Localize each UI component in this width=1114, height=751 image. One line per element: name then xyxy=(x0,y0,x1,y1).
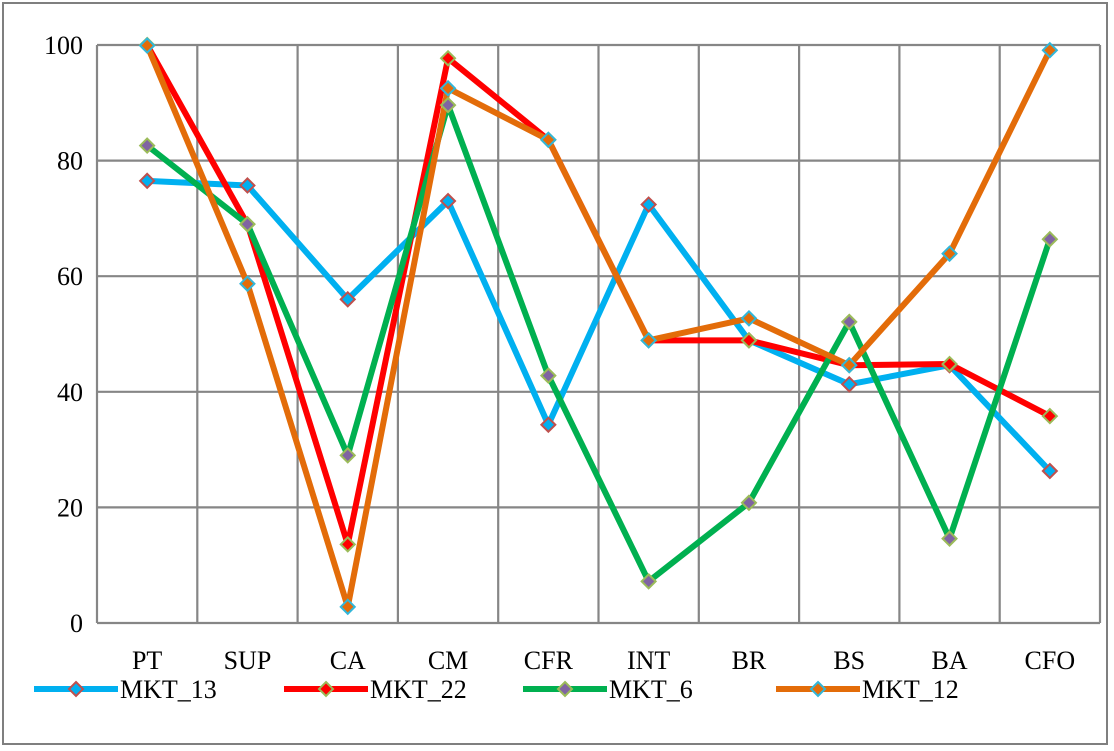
y-tick-label: 80 xyxy=(57,147,83,176)
x-tick-label: BR xyxy=(732,646,767,675)
data-point-marker xyxy=(941,355,958,373)
x-tick-label: INT xyxy=(627,646,670,675)
y-tick-label: 100 xyxy=(44,31,83,60)
data-point-marker xyxy=(1041,462,1059,480)
data-point-marker xyxy=(840,356,858,374)
legend-label: MKT_22 xyxy=(370,675,467,704)
data-point-marker xyxy=(840,375,858,393)
data-point-marker xyxy=(740,494,758,512)
data-point-marker xyxy=(1041,230,1059,248)
data-point-marker xyxy=(1041,407,1059,425)
data-point-marker xyxy=(640,196,658,213)
x-tick-label: BA xyxy=(931,646,967,675)
x-tick-label: BS xyxy=(833,646,865,675)
data-point-marker xyxy=(640,331,658,349)
y-tick-label: 40 xyxy=(57,378,83,407)
data-point-marker xyxy=(339,598,357,616)
data-point-marker xyxy=(339,290,357,308)
series-line-mkt_12 xyxy=(144,42,1053,610)
data-point-marker xyxy=(239,275,256,293)
series-line-mkt_13 xyxy=(144,177,1053,474)
data-point-marker xyxy=(941,530,958,548)
data-point-marker xyxy=(640,572,658,590)
x-axis-tick-labels: PT SUP CA CM CFR INT BR BS BA CFO xyxy=(132,646,1075,675)
data-point-marker xyxy=(138,172,156,190)
legend-label: MKT_12 xyxy=(862,675,959,704)
data-point-marker xyxy=(840,313,858,331)
x-tick-label: PT xyxy=(132,646,162,675)
data-point-marker xyxy=(539,416,557,434)
data-point-marker xyxy=(239,177,256,194)
data-point-marker xyxy=(1041,41,1059,59)
line-chart: 0 20 40 60 80 100 PT SUP CA CM CFR INT BR BS BA CFO MK… xyxy=(34,31,1102,704)
y-tick-label: 60 xyxy=(57,262,83,291)
x-tick-label: SUP xyxy=(224,646,272,675)
series-markers xyxy=(138,36,1059,616)
x-tick-label: CFR xyxy=(524,646,574,675)
y-axis-tick-labels: 0 20 40 60 80 100 xyxy=(44,31,83,638)
data-point-marker xyxy=(740,331,758,349)
data-point-marker xyxy=(439,192,457,210)
data-point-marker xyxy=(138,137,156,154)
data-point-marker xyxy=(339,535,357,553)
x-tick-label: CM xyxy=(428,646,468,675)
legend-label: MKT_13 xyxy=(120,675,217,704)
legend: MKT_13 MKT_22 MKT_6 MKT_12 xyxy=(34,675,959,704)
data-point-marker xyxy=(439,49,457,67)
data-point-marker xyxy=(539,131,557,149)
data-point-marker xyxy=(239,215,256,233)
data-point-marker xyxy=(339,446,357,464)
series-line-mkt_6 xyxy=(144,102,1053,585)
legend-marker xyxy=(317,680,335,698)
data-point-marker xyxy=(439,96,457,114)
data-point-marker xyxy=(740,309,758,327)
y-tick-label: 20 xyxy=(57,493,83,522)
y-tick-label: 0 xyxy=(70,609,83,638)
data-point-marker xyxy=(439,79,457,97)
grid xyxy=(95,43,1102,625)
legend-label: MKT_6 xyxy=(609,675,693,704)
legend-marker xyxy=(67,680,85,698)
legend-marker xyxy=(809,680,827,698)
legend-marker xyxy=(556,680,574,698)
data-point-marker xyxy=(539,367,557,385)
series-lines xyxy=(144,42,1053,610)
x-tick-label: CFO xyxy=(1025,646,1076,675)
data-point-marker xyxy=(941,245,958,263)
x-tick-label: CA xyxy=(330,646,366,675)
data-point-marker xyxy=(138,37,156,54)
